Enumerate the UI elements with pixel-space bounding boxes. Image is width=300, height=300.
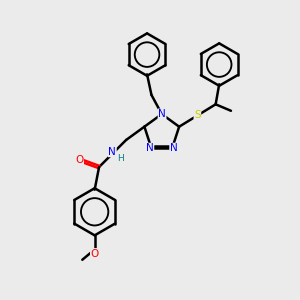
Text: N: N: [158, 109, 166, 119]
Text: H: H: [117, 154, 124, 163]
Text: N: N: [108, 147, 116, 157]
Text: S: S: [194, 110, 201, 120]
Text: N: N: [146, 143, 154, 153]
Text: O: O: [91, 249, 99, 259]
Text: O: O: [75, 155, 83, 165]
Text: N: N: [170, 143, 178, 153]
